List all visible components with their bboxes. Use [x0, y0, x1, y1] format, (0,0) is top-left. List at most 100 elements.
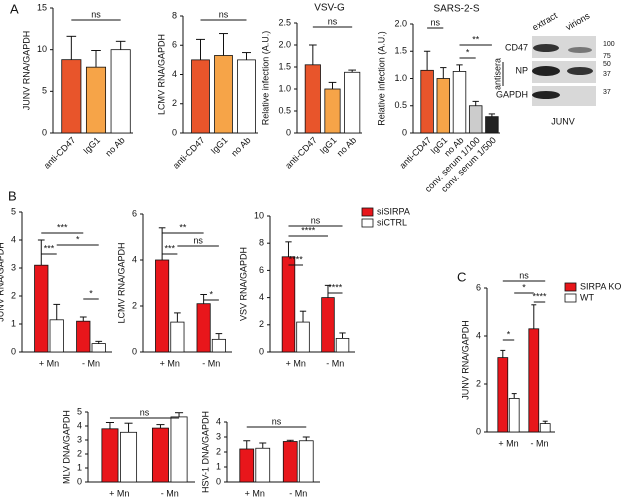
x-tick-label: no Ab	[103, 135, 126, 158]
bar	[91, 343, 106, 353]
significance-label: *	[522, 282, 526, 292]
bar	[539, 423, 551, 433]
y-tick-label: 8	[172, 10, 177, 20]
bar	[468, 105, 483, 134]
y-tick-label: 1.5	[394, 46, 407, 56]
bar	[101, 428, 119, 483]
y-tick-label: 6	[132, 208, 137, 218]
bar	[255, 447, 271, 483]
western-blot: extract virions CD47 NP GAPDH 100 75 50 …	[492, 10, 614, 126]
significance-label: **	[472, 34, 480, 44]
bar	[211, 338, 226, 353]
legend-label: siSIRPA	[377, 206, 410, 216]
marker: 75	[603, 53, 611, 60]
y-axis-label: JUNV RNA/GAPDH	[460, 320, 470, 400]
y-tick-label: 6	[259, 265, 264, 275]
y-tick-label: 2	[216, 446, 221, 456]
y-tick-label: 2	[132, 300, 137, 310]
y-tick-label: 1.5	[278, 61, 291, 71]
bar	[485, 116, 499, 134]
marker: 100	[603, 41, 615, 48]
legend-swatch	[564, 282, 577, 292]
legend-swatch	[361, 218, 374, 228]
x-tick-label: + Mn	[245, 488, 265, 498]
bar	[304, 64, 321, 134]
y-tick-label: 2	[77, 448, 82, 458]
panel-label: A	[10, 1, 19, 16]
blot-band	[567, 67, 593, 75]
chart-title: SARS-2-S	[433, 4, 479, 15]
chart-title: VSV-G	[314, 3, 345, 14]
y-tick-label: 3	[11, 262, 16, 272]
marker: 50	[603, 61, 611, 68]
x-tick-label: anti-CD47	[171, 135, 207, 171]
y-tick-label: 2.0	[394, 18, 407, 28]
y-axis-label: JUNV RNA/GAPDH	[0, 242, 5, 322]
blot-band	[533, 44, 559, 52]
x-tick-label: IgG1	[209, 135, 230, 156]
bar	[34, 264, 49, 353]
band-label: NP	[515, 65, 528, 75]
bar	[497, 357, 509, 433]
significance-label: *	[89, 288, 93, 298]
x-tick-label: anti-CD47	[42, 135, 78, 171]
significance-label: ****	[301, 225, 316, 235]
band-label: GAPDH	[496, 89, 528, 99]
bar	[61, 59, 82, 134]
y-tick-label: 2	[476, 378, 481, 388]
y-tick-label: 2	[11, 290, 16, 300]
x-tick-label: anti-CD47	[397, 135, 433, 171]
y-axis-label: VSV RNA/GAPDH	[238, 247, 248, 321]
y-tick-label: 1.0	[278, 83, 291, 93]
y-tick-label: 3	[216, 431, 221, 441]
bar	[155, 259, 170, 353]
bar	[151, 427, 169, 483]
y-tick-label: 6	[476, 282, 481, 292]
significance-label: ***	[57, 222, 68, 232]
x-tick-label: + Mn	[160, 358, 180, 368]
bar	[324, 88, 341, 134]
significance-label: ns	[193, 235, 203, 245]
y-tick-label: 6	[172, 40, 177, 50]
virus-label: JUNV	[551, 116, 575, 126]
bar	[49, 319, 64, 353]
bar	[296, 321, 310, 353]
y-tick-label: 2.5	[278, 17, 291, 27]
y-tick-label: 5	[77, 406, 82, 416]
y-axis-label: HSV-1 DNA/GAPDH	[200, 411, 210, 493]
y-tick-label: 0	[172, 127, 177, 137]
significance-label: ns	[272, 416, 282, 426]
y-tick-label: 0	[216, 476, 221, 486]
significance-label: *	[466, 47, 470, 57]
y-tick-label: 0	[259, 346, 264, 356]
y-tick-label: 1	[216, 461, 221, 471]
blot-band	[568, 47, 592, 53]
significance-label: ****	[289, 254, 304, 264]
significance-label: ns	[430, 17, 440, 27]
y-tick-label: 5	[42, 86, 47, 96]
bar	[281, 256, 296, 353]
y-axis-label: LCMV RNA/GAPDH	[156, 34, 166, 115]
y-tick-label: 1	[77, 462, 82, 472]
bar	[321, 297, 335, 353]
panel-label: C	[457, 269, 466, 284]
marker: 37	[603, 89, 611, 96]
legend-label: siCTRL	[377, 217, 407, 227]
significance-label: ***	[164, 243, 175, 253]
lane-label: virions	[564, 10, 592, 32]
significance-label: ***	[44, 243, 55, 253]
marker: 37	[603, 71, 611, 78]
y-tick-label: 4	[172, 69, 177, 79]
y-axis-label: JUNV RNA/GAPDH	[21, 31, 31, 111]
y-tick-label: 0.5	[278, 105, 291, 115]
y-tick-label: 0	[286, 127, 291, 137]
x-tick-label: + Mn	[286, 358, 306, 368]
blot-strip	[532, 86, 596, 106]
x-tick-label: no Ab	[335, 135, 358, 158]
bar	[170, 321, 185, 353]
bar	[508, 397, 520, 433]
bar	[335, 337, 350, 353]
significance-label: *	[507, 329, 511, 339]
significance-label: ns	[219, 9, 229, 19]
